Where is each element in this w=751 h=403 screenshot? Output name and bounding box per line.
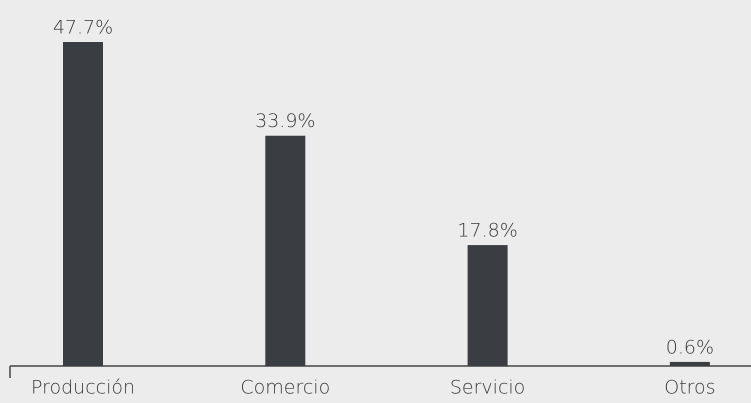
x-tick-label: Comercio bbox=[240, 377, 330, 399]
bar bbox=[669, 361, 710, 366]
bar bbox=[467, 245, 508, 366]
x-tick-label: Producción bbox=[31, 377, 135, 399]
value-label: 17.8% bbox=[457, 220, 517, 242]
value-label: 33.9% bbox=[255, 110, 315, 132]
x-tick-label: Otros bbox=[664, 377, 715, 399]
bar bbox=[265, 135, 306, 366]
bar bbox=[63, 42, 103, 366]
value-label: 0.6% bbox=[666, 336, 714, 358]
x-tick-label: Servicio bbox=[450, 377, 525, 399]
value-label: 47.7% bbox=[53, 17, 113, 39]
